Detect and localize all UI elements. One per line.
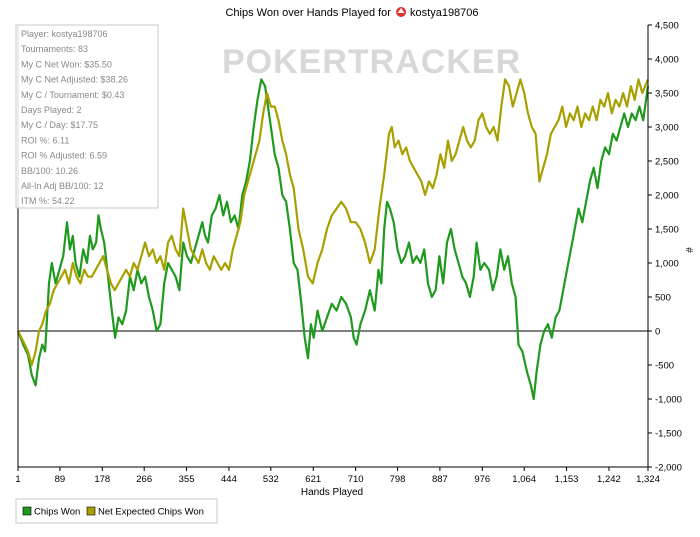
x-tick-label: 532	[263, 474, 279, 485]
y-tick-label: 3,000	[655, 123, 679, 134]
y-tick-label: 4,000	[655, 55, 679, 66]
stats-line: BB/100: 10.26	[21, 166, 78, 176]
y-tick-label: 500	[655, 293, 671, 304]
series-line-chips-won	[16, 78, 650, 401]
watermark: POKERTRACKER	[222, 43, 521, 81]
legend-swatch-expected	[86, 506, 96, 516]
stats-line: My C Net Adjusted: $38.26	[21, 75, 128, 85]
chart-title: Chips Won over Hands Played for kostya19…	[225, 7, 478, 19]
legend-label-chips-won: Chips Won	[34, 507, 80, 518]
x-axis-label: Hands Played	[301, 487, 363, 498]
x-tick-label: 1,242	[597, 474, 621, 485]
x-tick-label: 976	[474, 474, 490, 485]
y-tick-label: 1,500	[655, 225, 679, 236]
x-tick-label: 266	[136, 474, 152, 485]
stats-box: Player: kostya198706 Tournaments: 83 My C …	[15, 24, 159, 209]
x-tick-label: 710	[348, 474, 364, 485]
y-tick-label: -1,500	[655, 429, 682, 440]
chart-title-player: kostya198706	[410, 7, 479, 19]
y-tick-label: -500	[655, 361, 674, 372]
y-tick-label: 0	[655, 327, 660, 338]
y-tick-label: 1,000	[655, 259, 679, 270]
y-tick-label: -1,000	[655, 395, 682, 406]
x-tick-label: 621	[305, 474, 321, 485]
stats-line: ITM %: 54.22	[21, 196, 75, 206]
stats-line: Player: kostya198706	[21, 29, 108, 39]
x-tick-label: 1,153	[555, 474, 579, 485]
stats-line: Tournaments: 83	[21, 44, 88, 54]
y-tick-label: 4,500	[655, 21, 679, 32]
y-axis-label: #	[683, 247, 694, 253]
legend: Chips Won Net Expected Chips Won	[15, 498, 218, 524]
stats-line: My C / Day: $17.75	[21, 120, 98, 130]
chart-title-text: Chips Won over Hands Played for	[225, 7, 391, 19]
stats-line: All-In Adj BB/100: 12	[21, 181, 104, 191]
x-tick-label: 355	[179, 474, 195, 485]
x-tick-label: 1,324	[636, 474, 660, 485]
legend-swatch-chips-won	[22, 506, 32, 516]
x-tick-label: 1	[15, 474, 20, 485]
stats-line: My C / Tournament: $0.43	[21, 90, 124, 100]
x-tick-label: 1,064	[512, 474, 536, 485]
stats-line: ROI % Adjusted: 6.59	[21, 151, 107, 161]
stats-line: ROI %: 6.11	[21, 135, 69, 145]
stats-line: My C Net Won: $35.50	[21, 59, 112, 69]
stats-line: Days Played: 2	[21, 105, 82, 115]
x-tick-label: 89	[55, 474, 66, 485]
pokertracker-spade-icon	[396, 7, 407, 17]
y-tick-label: 2,000	[655, 191, 679, 202]
x-tick-label: 887	[432, 474, 448, 485]
x-tick-label: 178	[94, 474, 110, 485]
x-tick-label: 444	[221, 474, 237, 485]
y-tick-label: 2,500	[655, 157, 679, 168]
y-tick-label: 3,500	[655, 89, 679, 100]
legend-label-expected: Net Expected Chips Won	[98, 507, 204, 518]
series-line-net-expected	[17, 78, 650, 367]
x-tick-label: 798	[390, 474, 406, 485]
y-tick-label: -2,000	[655, 463, 682, 474]
